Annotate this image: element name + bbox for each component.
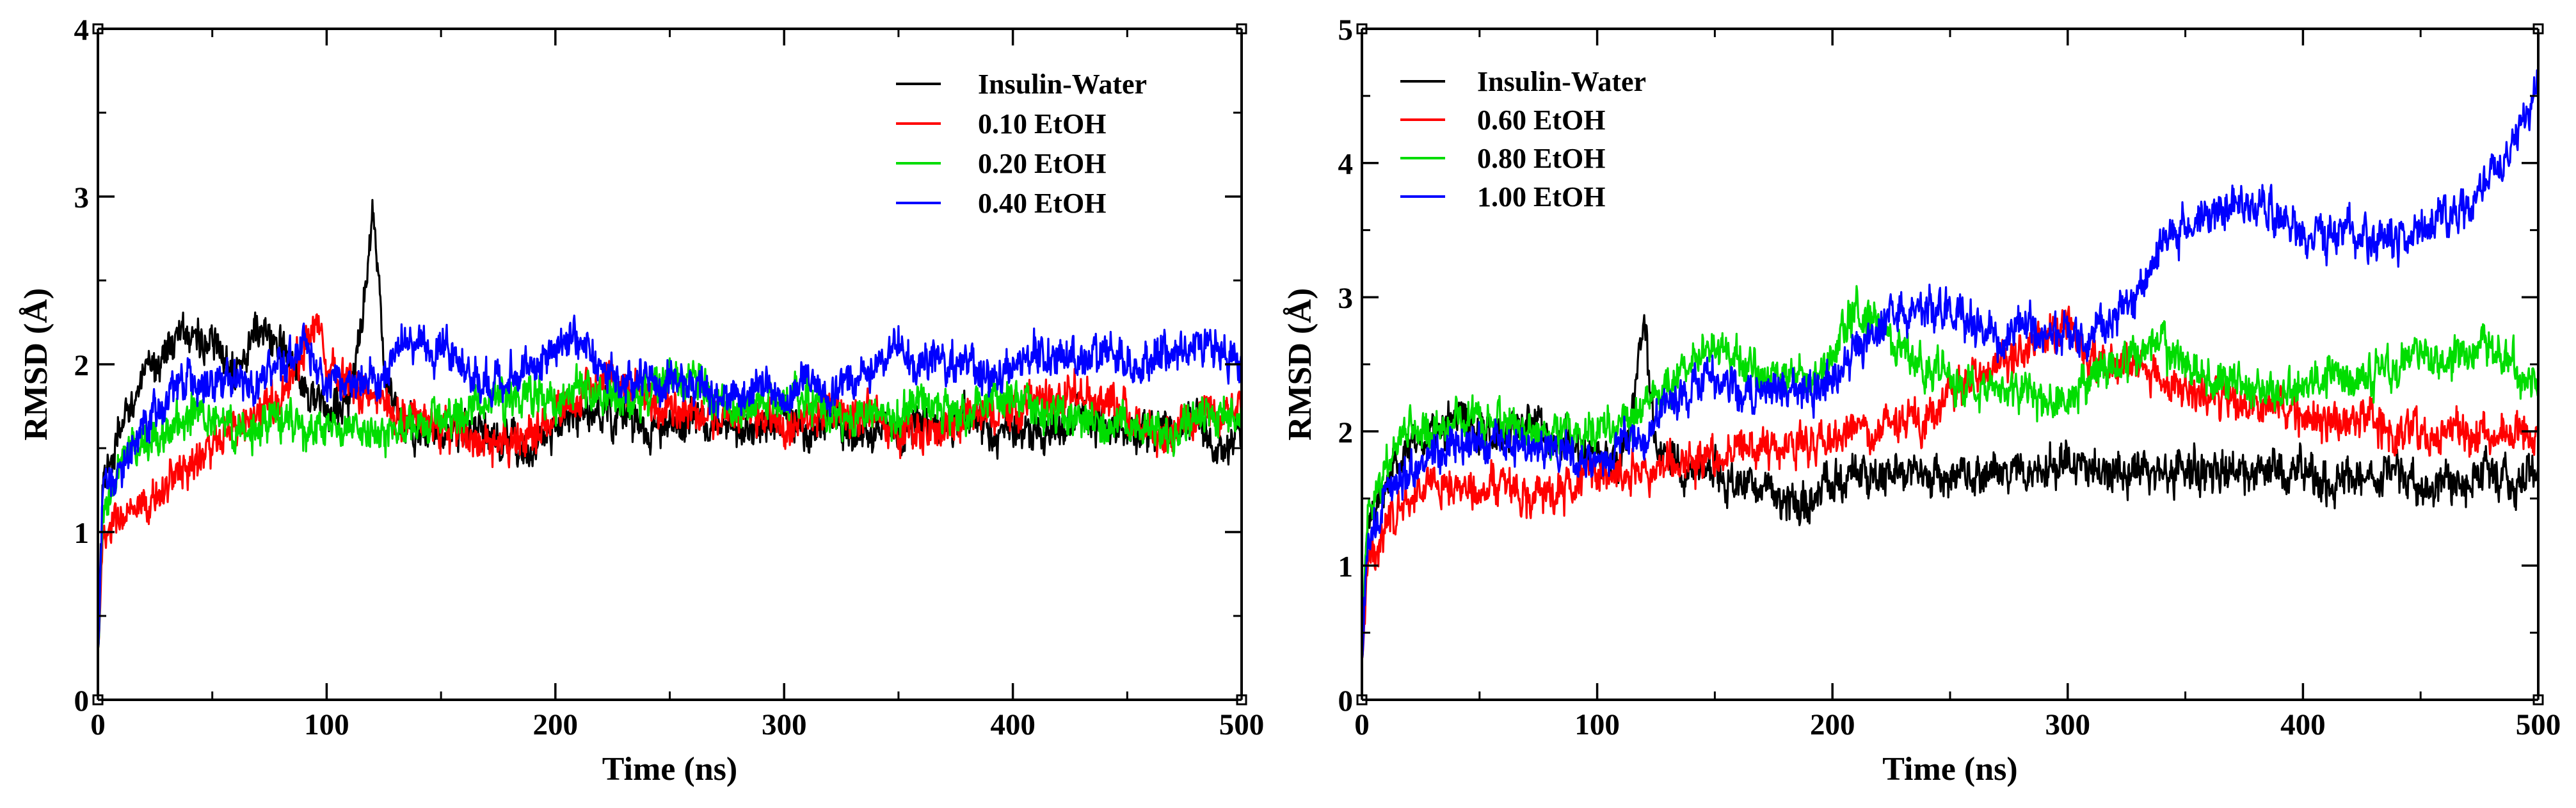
series-line-2 xyxy=(97,357,1243,650)
y-tick-label: 1 xyxy=(1338,550,1354,583)
legend-label: Insulin-Water xyxy=(978,69,1147,100)
y-axis-title: RMSD (Å) xyxy=(18,288,54,440)
series-line-3 xyxy=(97,314,1243,650)
y-axis-title: RMSD (Å) xyxy=(1282,288,1318,440)
x-tick-label: 400 xyxy=(990,708,1036,741)
y-tick-label: 2 xyxy=(74,349,90,382)
series-line-3 xyxy=(1361,69,2540,660)
y-tick-label: 0 xyxy=(1338,684,1354,718)
legend-label: 1.00 EtOH xyxy=(1477,181,1605,213)
series-line-1 xyxy=(97,313,1243,650)
x-tick-label: 100 xyxy=(304,708,349,741)
y-tick-label: 4 xyxy=(1338,148,1354,181)
x-tick-label: 0 xyxy=(90,708,106,741)
x-tick-label: 500 xyxy=(2516,708,2561,741)
plot-area xyxy=(97,198,1243,650)
x-tick-label: 500 xyxy=(1219,708,1265,741)
right-rmsd-chart: 0 100 200 300 400 500 0 1 2 3 4 5 Time (ns) RMSD (Å) I… xyxy=(1282,13,2561,788)
y-tick-label: 4 xyxy=(74,13,90,47)
left-rmsd-chart: 0 100 200 300 400 500 0 1 2 3 4 Time (ns) RMSD (Å) In… xyxy=(18,13,1264,788)
legend: Insulin-Water 0.10 EtOH 0.20 EtOH 0.40 EtOH xyxy=(896,69,1147,219)
y-tick-label: 5 xyxy=(1338,13,1354,47)
legend-label: 0.80 EtOH xyxy=(1477,143,1605,174)
plot-area xyxy=(1361,69,2540,660)
y-tick-label: 3 xyxy=(74,181,90,214)
legend-label: 0.40 EtOH xyxy=(978,188,1106,219)
x-tick-label: 300 xyxy=(762,708,807,741)
y-tick-label: 3 xyxy=(1338,282,1354,315)
x-tick-label: 200 xyxy=(1810,708,1855,741)
y-tick-label: 0 xyxy=(74,684,90,718)
legend-label: 0.60 EtOH xyxy=(1477,104,1605,136)
legend-label: 0.20 EtOH xyxy=(978,148,1106,179)
legend-label: 0.10 EtOH xyxy=(978,108,1106,140)
y-tick-label: 2 xyxy=(1338,416,1354,449)
x-axis-title: Time (ns) xyxy=(602,751,737,788)
legend-label: Insulin-Water xyxy=(1477,66,1646,97)
x-axis-title: Time (ns) xyxy=(1882,751,2017,788)
x-tick-label: 300 xyxy=(2045,708,2091,741)
x-tick-label: 400 xyxy=(2280,708,2326,741)
y-tick-label: 1 xyxy=(74,517,90,550)
x-tick-label: 0 xyxy=(1354,708,1370,741)
x-tick-label: 200 xyxy=(533,708,579,741)
x-tick-label: 100 xyxy=(1574,708,1620,741)
series-line-2 xyxy=(1361,285,2540,660)
legend: Insulin-Water 0.60 EtOH 0.80 EtOH 1.00 EtOH xyxy=(1400,66,1646,213)
